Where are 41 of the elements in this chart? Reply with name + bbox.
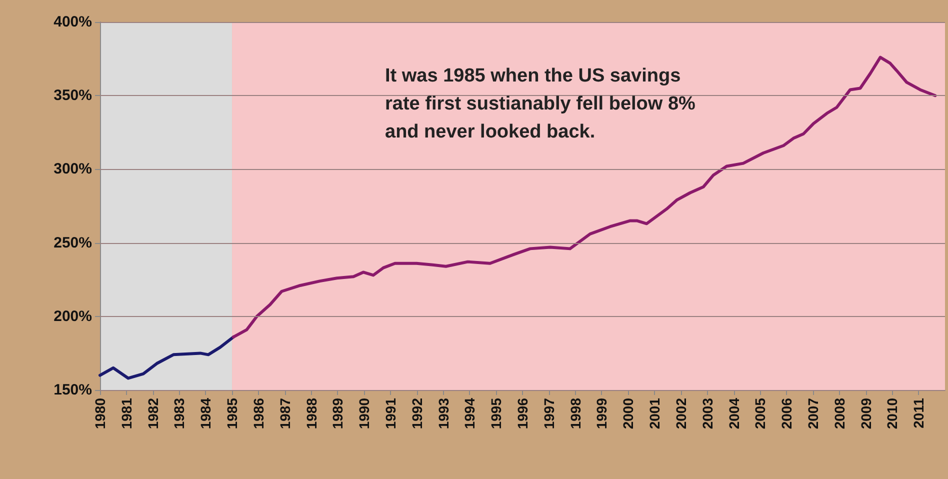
x-tick-label: 1982 <box>144 398 161 430</box>
x-tick-label: 2005 <box>752 398 768 430</box>
x-tick-label: 1980 <box>92 398 108 430</box>
x-tick-label: 2008 <box>831 398 848 430</box>
annotation: It was 1985 when the US savings rate first sustianably fell below 8% and never looked back. <box>385 66 696 142</box>
x-tick-label: 1985 <box>224 398 240 430</box>
x-tick-label: 1991 <box>382 398 398 430</box>
y-tick-label: 350% <box>54 87 92 104</box>
x-tick-label: 2011 <box>910 398 927 428</box>
y-tick-label: 250% <box>54 234 92 252</box>
x-tick-label: 1984 <box>198 398 214 430</box>
x-tick-label: 2000 <box>620 398 636 430</box>
x-tick-label: 1992 <box>408 398 425 430</box>
x-tick-label: 1999 <box>594 398 610 430</box>
x-tick-label: 1998 <box>567 398 584 430</box>
x-tick-label: 2010 <box>884 398 900 430</box>
x-tick-label: 1997 <box>540 398 557 430</box>
x-tick-label: 1986 <box>250 398 266 430</box>
x-tick-label: 1983 <box>171 398 188 430</box>
x-tick-label: 1996 <box>514 398 530 430</box>
line-series <box>232 56 937 339</box>
x-tick-label: 1995 <box>488 398 504 430</box>
x-tick-label: 1990 <box>356 398 372 430</box>
x-tick-label: 2001 <box>646 398 663 430</box>
x-tick-label: 1988 <box>303 398 320 430</box>
x-tick-label: 2009 <box>858 398 874 430</box>
x-tick-label: 1981 <box>118 398 134 430</box>
y-tick-label: 300% <box>54 160 92 178</box>
x-tick-label: 1989 <box>330 398 346 430</box>
y-tick-label: 150% <box>54 382 92 398</box>
x-tick-label: 1993 <box>435 398 452 430</box>
x-tick-label: 1987 <box>276 398 293 430</box>
x-tick-label: 2007 <box>804 398 821 430</box>
line-series <box>98 336 235 380</box>
y-tick-label: 400% <box>54 14 92 30</box>
x-tick-label: 1994 <box>462 398 478 430</box>
y-tick-label: 200% <box>54 308 92 325</box>
x-tick-label: 2003 <box>699 398 716 430</box>
x-tick-label: 2002 <box>672 398 689 430</box>
x-tick-label: 2006 <box>778 398 795 430</box>
x-tick-label: 2004 <box>726 398 742 430</box>
